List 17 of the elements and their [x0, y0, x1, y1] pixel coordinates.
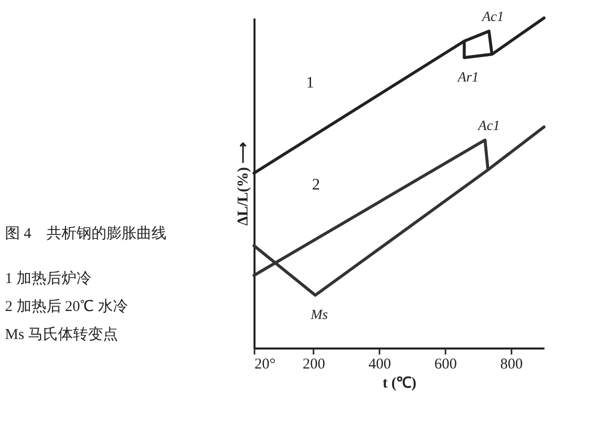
x-tick-label: 600: [434, 356, 457, 372]
text: 2: [312, 176, 320, 194]
x-tick-label: 20°: [254, 356, 276, 372]
text: 1 加热后炉冷: [5, 270, 92, 287]
text: 1: [306, 74, 314, 92]
x-tick-label: 200: [302, 356, 326, 372]
text: Ms 马氏体转变点: [5, 326, 118, 343]
x-axis-title: t (℃): [382, 376, 416, 392]
annotation: Ms: [310, 308, 328, 324]
x-tick-label: 400: [368, 356, 391, 372]
text: 图 4 共析钢的膨胀曲线: [5, 225, 166, 242]
annotation: Ac1: [481, 10, 504, 26]
x-tick-label: 800: [500, 356, 523, 372]
annotation: Ar1: [456, 70, 479, 86]
annotation: Ac1: [477, 119, 500, 134]
y-axis-title: ΔL/L(%) ⟶: [236, 141, 252, 226]
text: 2 加热后 20℃ 水冷: [5, 298, 128, 315]
